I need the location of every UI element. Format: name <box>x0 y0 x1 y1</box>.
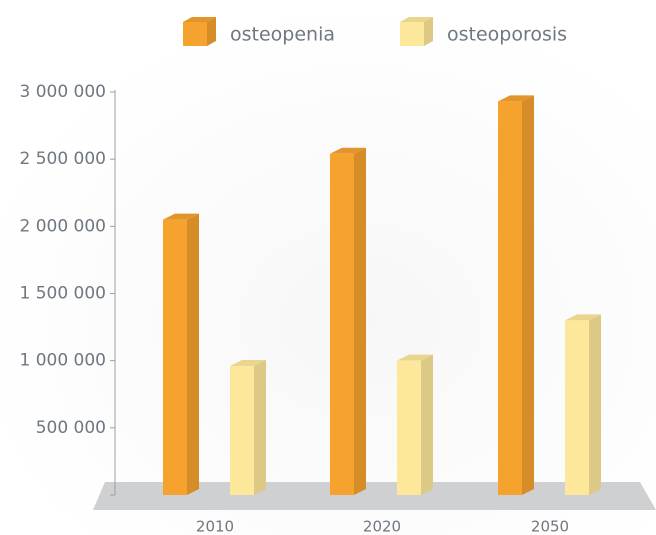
bar-top <box>565 314 601 321</box>
y-tick-label: 1 500 000 <box>19 284 106 304</box>
bar-top <box>230 360 266 367</box>
y-tick-label: 3 000 000 <box>19 82 106 102</box>
bar <box>330 153 354 495</box>
y-tick-label: 1 000 000 <box>19 351 106 371</box>
bar-side <box>522 95 534 496</box>
bar-side <box>187 213 199 495</box>
bar <box>163 219 187 495</box>
bar-top <box>163 213 199 220</box>
bar-top <box>498 95 534 102</box>
legend-swatch-side <box>424 17 433 46</box>
legend-swatch-side <box>207 17 216 46</box>
legend-swatch <box>183 22 207 46</box>
y-tick-label: 2 000 000 <box>19 216 106 236</box>
legend-swatch-top <box>400 17 433 22</box>
bar-side <box>421 354 433 495</box>
legend-label: osteopenia <box>230 24 335 46</box>
x-tick-label: 2010 <box>196 518 234 535</box>
legend-swatch-top <box>183 17 216 22</box>
x-tick-label: 2020 <box>363 518 401 535</box>
bar <box>230 366 254 495</box>
bar <box>498 101 522 496</box>
bar-side <box>354 147 366 495</box>
x-tick-label: 2050 <box>531 518 569 535</box>
bar-side <box>254 360 266 495</box>
y-tick-label: 500 000 <box>36 418 106 438</box>
bar-side <box>589 314 601 495</box>
legend-swatch <box>400 22 424 46</box>
y-tick-label: 2 500 000 <box>19 149 106 169</box>
legend-label: osteoporosis <box>447 24 567 46</box>
bar <box>565 320 589 495</box>
bar-top <box>330 147 366 154</box>
bar <box>397 360 421 495</box>
bar-top <box>397 354 433 361</box>
